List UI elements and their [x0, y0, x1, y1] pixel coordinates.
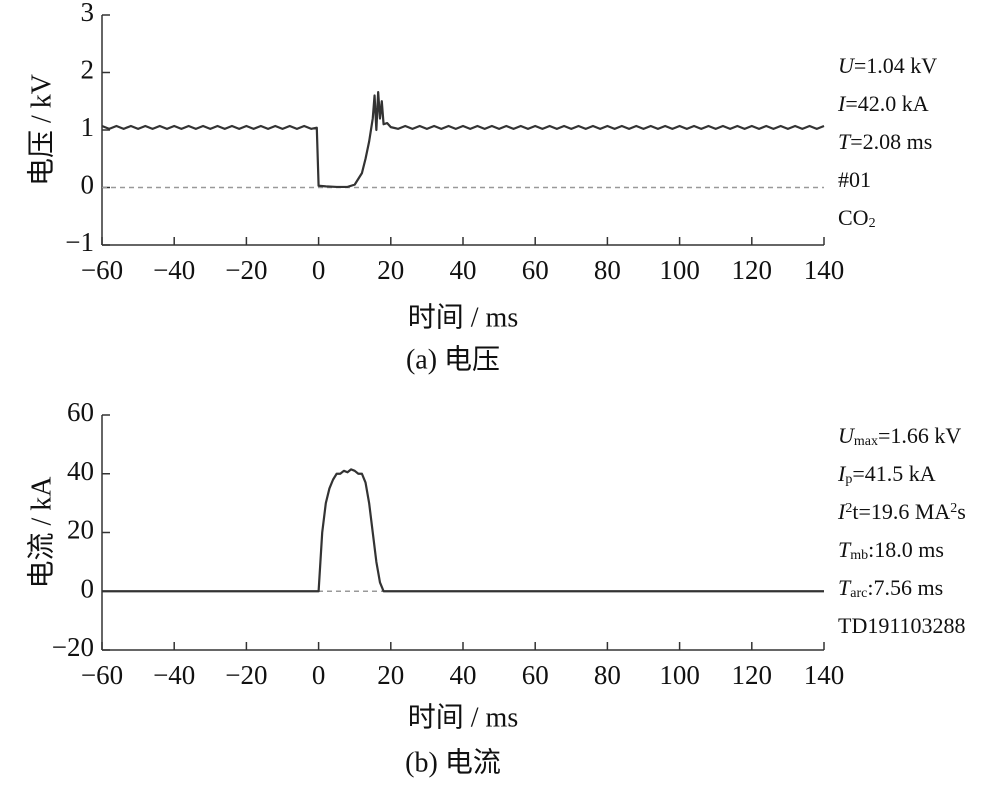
annotation-part: T	[838, 129, 852, 154]
annotation-part: #01	[838, 167, 871, 192]
y-tick-label: 60	[67, 397, 94, 427]
annotation-part: I	[837, 461, 847, 486]
x-axis-label: 时间 / ms	[408, 701, 518, 733]
annotation-part: t=19.6 MA	[852, 499, 950, 524]
annotation: Tmb:18.0 ms	[838, 537, 944, 563]
annotation-part: TD191103288	[838, 613, 966, 638]
annotation: TD191103288	[838, 613, 966, 638]
chart-title: (b) 电流	[405, 746, 501, 778]
x-tick-label: 80	[594, 660, 621, 690]
data-line	[102, 468, 824, 593]
annotation: I2t=19.6 MA2s	[837, 499, 966, 524]
annotation-part: :18.0 ms	[868, 537, 944, 562]
annotation: Ip=41.5 kA	[837, 461, 936, 487]
annotation-part: I	[837, 499, 847, 524]
y-tick-label: −1	[65, 227, 94, 257]
annotation-part: CO	[838, 205, 869, 230]
x-tick-label: 0	[312, 660, 326, 690]
x-tick-label: 120	[732, 660, 773, 690]
x-tick-label: 120	[732, 255, 773, 285]
annotation-part: max	[854, 434, 878, 449]
x-tick-label: 140	[804, 255, 845, 285]
annotation-part: mb	[850, 548, 868, 563]
x-axis-label: 时间 / ms	[408, 301, 518, 333]
y-tick-label: 3	[81, 0, 95, 27]
y-tick-label: 2	[81, 55, 95, 85]
annotation-part: =1.66 kV	[878, 423, 961, 448]
y-tick-label: 40	[67, 456, 94, 486]
x-tick-label: −60	[81, 255, 123, 285]
annotation-part: T	[838, 537, 852, 562]
y-tick-label: 0	[81, 573, 95, 603]
x-tick-label: 20	[377, 255, 404, 285]
annotation-part: s	[957, 499, 966, 524]
y-tick-label: 20	[67, 515, 94, 545]
annotation: T=2.08 ms	[838, 129, 932, 154]
annotation: Tarc:7.56 ms	[838, 575, 943, 601]
annotation-part: 2	[845, 501, 852, 516]
x-tick-label: 20	[377, 660, 404, 690]
annotation: CO2	[838, 205, 876, 231]
annotation-part: U	[838, 423, 856, 448]
annotation-part: I	[837, 91, 847, 116]
annotation-part: =1.04 kV	[854, 53, 937, 78]
x-tick-label: 100	[659, 255, 700, 285]
x-tick-label: 100	[659, 660, 700, 690]
annotation-part: 2	[869, 216, 876, 231]
chart-title: (a) 电压	[406, 343, 500, 375]
x-tick-label: 140	[804, 660, 845, 690]
annotation-part: =42.0 kA	[845, 91, 928, 116]
x-tick-label: −40	[153, 660, 195, 690]
annotation-part: 2	[950, 501, 957, 516]
annotation-part: :7.56 ms	[867, 575, 943, 600]
x-tick-label: 40	[450, 255, 477, 285]
annotation: I=42.0 kA	[837, 91, 929, 116]
y-tick-label: 1	[81, 112, 95, 142]
x-tick-label: −20	[225, 660, 267, 690]
x-tick-label: −60	[81, 660, 123, 690]
annotation: U=1.04 kV	[838, 53, 937, 78]
annotation-part: =41.5 kA	[852, 461, 935, 486]
x-tick-label: 40	[450, 660, 477, 690]
x-tick-label: 80	[594, 255, 621, 285]
x-tick-label: 60	[522, 660, 549, 690]
x-tick-label: −40	[153, 255, 195, 285]
annotation: #01	[838, 167, 871, 192]
annotation-part: U	[838, 53, 856, 78]
annotation-part: p	[845, 472, 852, 487]
y-axis-label: 电流 / kA	[25, 476, 57, 589]
data-line	[101, 90, 825, 189]
annotation-part: T	[838, 575, 852, 600]
annotation: Umax=1.66 kV	[838, 423, 961, 449]
y-tick-label: 0	[81, 170, 95, 200]
x-tick-label: −20	[225, 255, 267, 285]
y-axis-label: 电压 / kV	[25, 74, 57, 186]
annotation-part: =2.08 ms	[850, 129, 932, 154]
y-tick-label: −20	[52, 632, 94, 662]
x-tick-label: 0	[312, 255, 326, 285]
annotation-part: arc	[850, 586, 867, 601]
x-tick-label: 60	[522, 255, 549, 285]
